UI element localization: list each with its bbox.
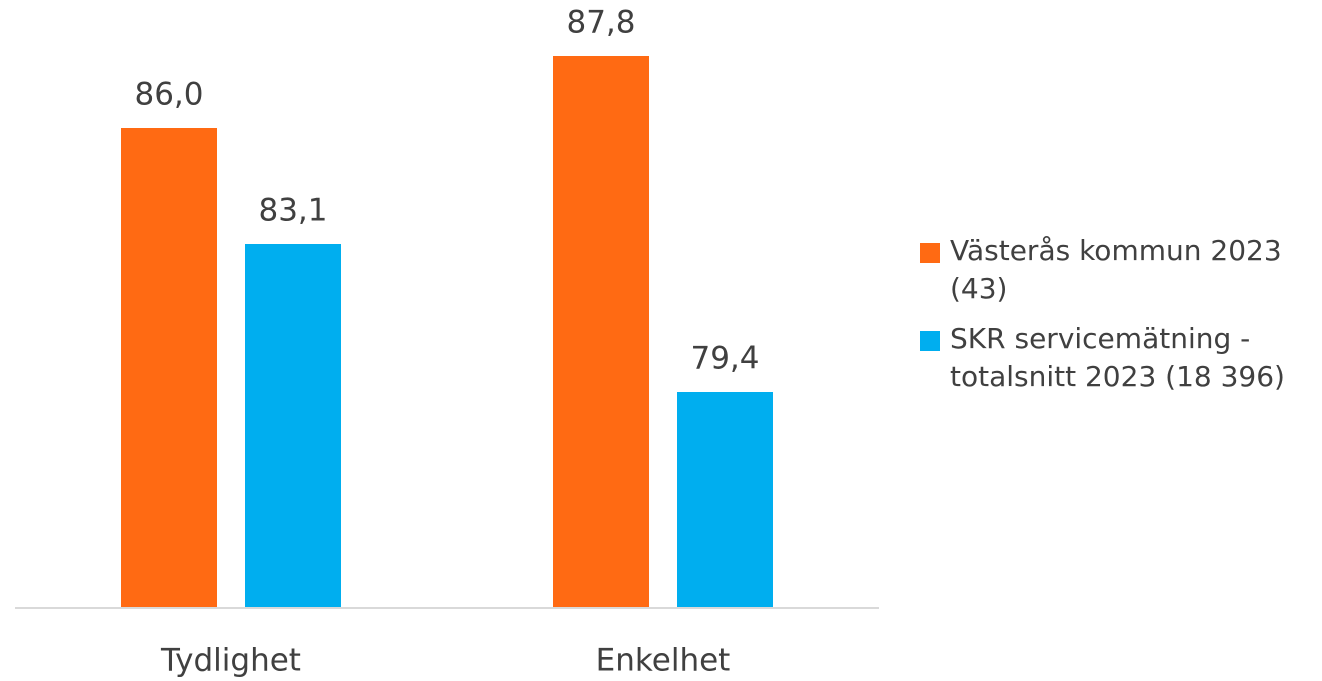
x-tick-label: Enkelhet	[596, 643, 731, 679]
legend-swatch	[920, 331, 940, 351]
legend-label: Västerås kommun 2023 (43)	[950, 234, 1282, 305]
legend: Västerås kommun 2023 (43) SKR servicemätn…	[920, 232, 1320, 408]
bar	[245, 244, 341, 608]
x-tick-label: Tydlighet	[160, 643, 301, 679]
bar	[677, 392, 773, 608]
value-label: 79,4	[690, 341, 759, 377]
bar	[553, 56, 649, 608]
value-label: 87,8	[566, 5, 635, 41]
legend-entry: Västerås kommun 2023 (43)	[920, 232, 1320, 308]
value-label: 83,1	[258, 193, 327, 229]
legend-label: SKR servicemätning - totalsnitt 2023 (18…	[950, 322, 1285, 393]
legend-entry: SKR servicemätning - totalsnitt 2023 (18…	[920, 320, 1320, 396]
legend-swatch	[920, 243, 940, 263]
value-label: 86,0	[134, 77, 203, 113]
bar	[121, 128, 217, 608]
